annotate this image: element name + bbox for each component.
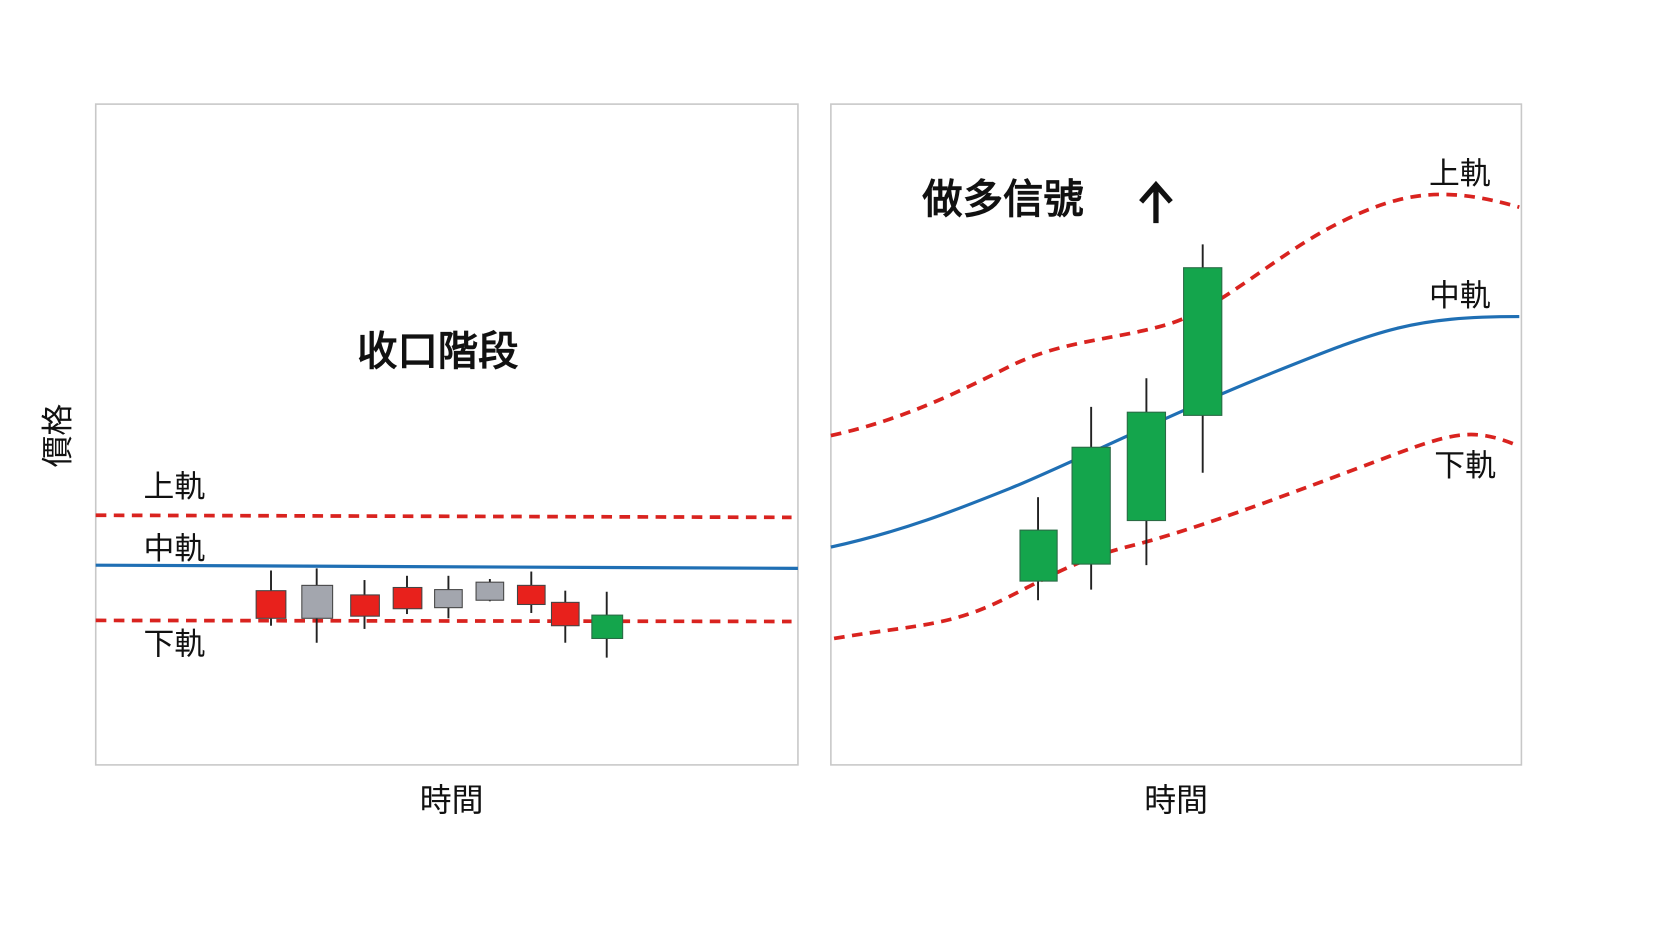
panel-title: 收口階段 (357, 328, 519, 375)
lower-band (95, 618, 792, 624)
band-label: 下軌 (144, 626, 206, 662)
panel-title: 做多信號 (921, 176, 1083, 223)
up-arrow (1139, 180, 1173, 224)
upper-band (830, 192, 1520, 438)
band-label: 上軌 (144, 469, 206, 505)
lower-band (833, 432, 1515, 641)
middle-band (830, 314, 1520, 549)
middle-band (95, 563, 798, 570)
candles (1019, 244, 1223, 601)
band-label: 中軌 (1429, 278, 1491, 314)
band-label: 上軌 (1429, 156, 1491, 192)
band-label: 中軌 (144, 531, 206, 567)
y-axis-label: 價格 (39, 404, 77, 468)
x-axis-label: 時間 (1144, 781, 1208, 819)
x-axis-label: 時間 (420, 781, 484, 819)
candles (255, 568, 624, 658)
band-label: 下軌 (1434, 448, 1496, 484)
panel-frame (94, 103, 799, 766)
upper-band (95, 513, 792, 520)
